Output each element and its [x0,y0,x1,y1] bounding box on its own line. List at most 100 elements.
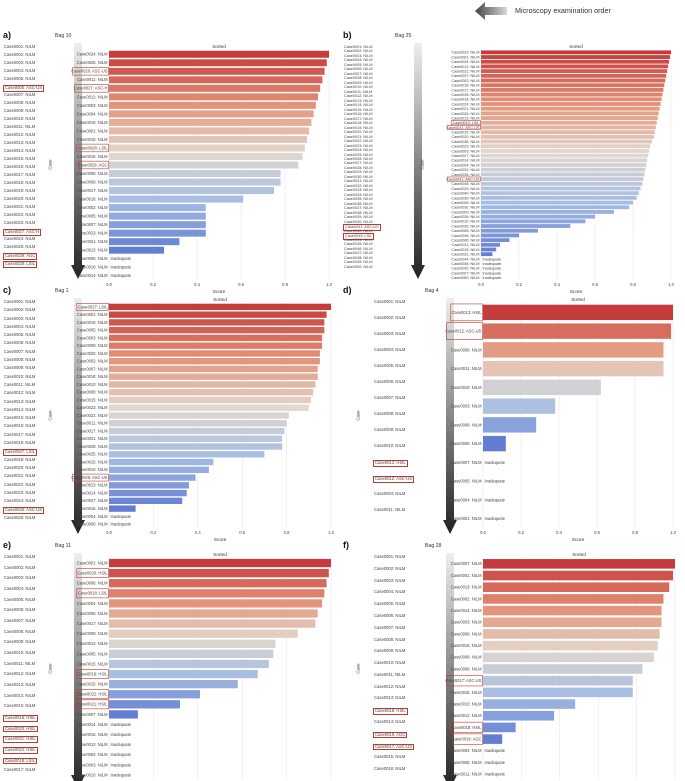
case-label: Case0012: NILM [4,132,36,137]
bar-label: Case0013: HSIL [451,310,482,315]
bar [109,589,325,598]
bar-label: Case0016: NILM [77,506,108,511]
bar-label: Case0014: NILM [77,490,108,495]
panel-letter: b) [343,30,352,40]
bar [481,210,614,214]
case-label: Case0024: NILM [344,148,373,153]
case-label: Case0003: NILM [4,315,36,321]
highlighted-case-label: Case0006: ASC-US [3,85,45,92]
bar [109,118,312,126]
case-label: Case0003: NILM [374,577,406,583]
case-label: Case0045: NILM [344,242,373,247]
bar-label: Case0010: NILM [451,385,482,390]
bar [481,242,500,247]
bar [483,582,670,593]
case-label: Case0032: NILM [344,183,373,188]
case-label: Case0042: NILM [344,228,373,233]
bar-label: Case0009: NILM [77,631,108,636]
bar [109,76,323,84]
bar [109,334,323,342]
inadequate-label: Inadequate [485,760,506,765]
bar [109,373,318,380]
bar [481,64,669,69]
bar-label: Case0021: NILM [451,107,479,111]
bar-label: Case0005: NILM [451,760,482,765]
bar [109,101,316,109]
case-label: Case0019: NILM [344,125,373,130]
bar-label: Case0034: NILM [451,60,479,64]
case-label: Case0016: NILM [374,766,406,772]
highlighted-case-label: Case0019: AGC [373,731,408,739]
bar-label: Case0009: NILM [451,666,482,671]
y-axis-label: Case [47,663,53,674]
bar [481,195,637,200]
case-label: Case0016: NILM [4,423,36,429]
order-arrow-shape [411,43,425,279]
bar [483,435,506,452]
case-label: Case0046: NILM [344,246,373,251]
bar [109,396,312,404]
case-order-list: Case0001: NILM Case0002: NILM Case0003: NI… [3,44,65,269]
bar [483,304,673,321]
bar-label: Case0007: NILM [77,222,108,227]
bar [483,360,664,377]
case-label: Case0011: NILM [4,381,36,387]
bar-label: Case0015: NILM [451,690,482,695]
bar-label: Case0046: NILM [451,234,479,238]
bar [109,135,307,143]
x-tick-label: 0.8 [282,282,288,287]
case-label: Case0004: NILM [374,347,406,352]
case-label: Case0003: NILM [4,575,36,581]
case-label: Case0025: NILM [4,244,36,249]
bar [483,699,576,709]
bar [109,238,180,246]
bar [481,116,658,120]
case-label: Case0005: NILM [374,601,406,607]
bar-label: Case0018: LSIL [78,591,108,596]
highlight-box [450,303,483,322]
x-axis-label: Score [570,289,583,295]
bar-label: Case0027: NILM [77,498,108,503]
inadequate-label: Inadequate [485,497,506,502]
bar-label: Case0039: NILM [451,196,479,200]
bar-label: Case0001: NILM [77,560,108,565]
bar-label: Case0027: NILM [451,154,479,158]
bar-label: Case0025: NILM [77,452,108,457]
case-label: Case0030: NILM [344,174,373,179]
case-label: Case0015: NILM [4,703,36,709]
bag-title: Bag 25 [395,33,412,39]
panel-letter: d) [343,285,352,295]
inadequate-label: Inadequate [111,762,132,767]
case-label: Case0013: NILM [344,98,373,103]
bar [109,319,325,326]
bar-label: Case0015: NILM [77,137,108,142]
bar [109,609,318,618]
inadequate-label: Inadequate [483,271,502,275]
bar-label: Case0015: NILM [77,397,108,402]
x-tick-label: 0.4 [556,530,562,535]
case-label: Case0004: NILM [4,586,36,591]
bar [109,427,285,435]
inadequate-label: Inadequate [485,479,506,484]
case-label: Case0024: NILM [4,498,36,504]
case-label: Case0033: NILM [344,188,373,193]
case-label: Case0014: NILM [374,719,406,725]
bar-label: Case0012: NILM [77,94,108,99]
case-label: Case0015: NILM [4,156,36,161]
case-label: Case0014: NILM [4,692,36,698]
bar [109,700,181,709]
bar [483,605,662,616]
bar-label: Case0005: NILM [77,651,108,656]
highlighted-case-label: Case0029: AGC [3,253,38,260]
plot-area [483,303,673,528]
bar-label: Case0006: NILM [451,631,482,636]
case-label: Case0006: NILM [374,379,406,384]
bar-label: Case0007: NILM [77,366,108,371]
inadequate-label: Inadequate [483,262,502,266]
case-label: Case0010: NILM [4,116,36,121]
order-arrow-icon [411,43,425,279]
case-label: Case0017: NILM [4,767,36,773]
bar-label: Case0004: NILM [77,601,108,606]
bar-label: Case0038: NILM [451,173,479,177]
case-label: Case0023: NILM [4,489,36,495]
